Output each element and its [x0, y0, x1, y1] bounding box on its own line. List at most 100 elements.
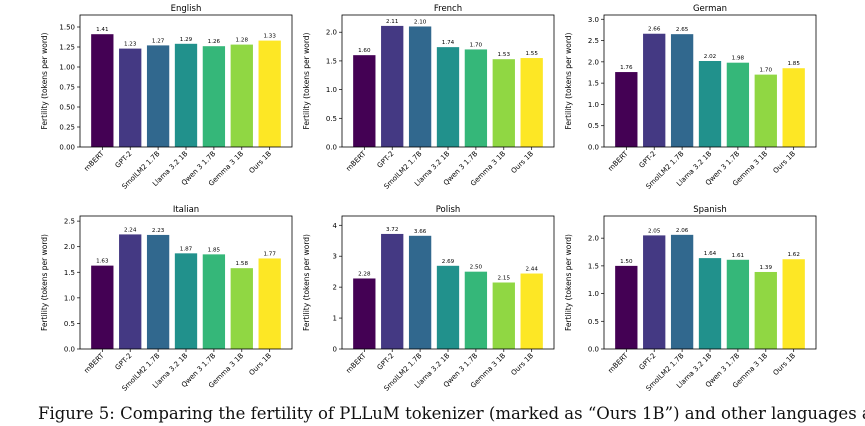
y-tick-label: 1.0	[588, 290, 599, 298]
y-tick-label: 1.0	[588, 101, 599, 109]
bar-value-label: 1.87	[180, 246, 193, 252]
axes-frame	[341, 14, 555, 148]
bar	[643, 235, 666, 349]
bar	[381, 25, 404, 147]
bar-value-label: 2.05	[648, 228, 661, 234]
y-tick-label: 1.5	[64, 269, 75, 277]
bar-value-label: 1.98	[732, 56, 745, 62]
bar-value-label: 1.70	[760, 68, 773, 74]
bar-value-label: 2.23	[152, 228, 165, 234]
bar-value-label: 2.10	[414, 19, 427, 25]
figure-caption: Figure 5: Comparing the fertility of PLL…	[38, 404, 865, 423]
y-tick-label: 2	[333, 284, 337, 292]
bar-value-label: 1.27	[152, 38, 165, 44]
bar	[520, 58, 543, 147]
bar-value-label: 1.77	[263, 251, 276, 257]
bar	[782, 259, 805, 349]
y-tick-label: 2.0	[588, 235, 599, 243]
bar-value-label: 1.62	[787, 252, 799, 258]
y-tick-label: 3.0	[588, 16, 599, 24]
bar-value-label: 1.50	[620, 259, 633, 265]
x-tick-label: Ours 1B	[248, 150, 274, 176]
axes-frame	[603, 215, 817, 350]
bar-value-label: 2.44	[525, 267, 538, 273]
chart-title: Polish	[436, 205, 461, 215]
y-axis-label: Fertility (tokens per word)	[302, 234, 311, 331]
bar-value-label: 3.66	[414, 229, 427, 235]
y-tick-label: 0.25	[59, 124, 75, 132]
bar	[353, 278, 376, 349]
bar-value-label: 1.74	[442, 40, 455, 46]
bar-value-label: 1.76	[620, 65, 633, 71]
bar	[726, 62, 750, 147]
bar	[408, 26, 432, 148]
bar-value-label: 2.15	[498, 276, 511, 282]
bar	[353, 55, 376, 147]
bar	[202, 254, 226, 349]
bar	[754, 74, 777, 147]
y-axis-label: Fertility (tokens per word)	[40, 32, 49, 129]
bar	[726, 259, 750, 349]
y-axis-label: Fertility (tokens per word)	[40, 234, 49, 331]
bar	[670, 34, 694, 148]
y-tick-label: 0.50	[59, 104, 75, 112]
bar-value-label: 2.24	[124, 227, 137, 233]
x-tick-label: GPT-2	[638, 352, 658, 372]
y-tick-label: 1.25	[59, 44, 75, 52]
axes-frame	[603, 14, 817, 148]
y-tick-label: 1.0	[64, 294, 75, 302]
bar-value-label: 1.70	[470, 42, 483, 48]
bar-value-label: 1.60	[358, 48, 371, 54]
y-tick-label: 2.5	[588, 37, 599, 45]
y-tick-label: 0.75	[59, 84, 75, 92]
bar	[202, 46, 226, 148]
x-tick-label: mBERT	[345, 149, 369, 173]
y-tick-label: 2.0	[588, 58, 599, 66]
bar	[408, 235, 432, 349]
bar	[670, 234, 694, 349]
y-tick-label: 2.0	[64, 243, 75, 251]
bar-value-label: 1.39	[760, 265, 773, 271]
axes-frame	[341, 215, 555, 350]
y-axis-label: Fertility (tokens per word)	[564, 32, 573, 129]
y-tick-label: 2.0	[326, 29, 337, 37]
y-tick-label: 1.0	[326, 86, 337, 94]
bar	[119, 234, 142, 349]
bar-value-label: 1.55	[525, 51, 538, 57]
bar-value-label: 1.58	[236, 261, 249, 267]
bar-value-label: 1.63	[96, 259, 109, 265]
bar-value-label: 1.28	[236, 38, 249, 44]
bar	[643, 33, 666, 147]
y-tick-label: 1.5	[588, 262, 599, 270]
y-tick-label: 0.5	[64, 320, 75, 328]
bar	[492, 59, 515, 148]
y-axis-label: Fertility (tokens per word)	[302, 32, 311, 129]
bar	[615, 72, 638, 147]
y-tick-label: 1	[333, 315, 337, 323]
chart-title: English	[171, 4, 202, 14]
bar-value-label: 2.50	[470, 265, 483, 271]
y-tick-label: 0.0	[588, 144, 599, 152]
chart-title: French	[434, 4, 462, 14]
bar	[119, 48, 142, 147]
bar	[258, 258, 281, 349]
bar	[381, 233, 404, 349]
x-tick-label: GPT-2	[114, 150, 134, 170]
bar	[91, 34, 114, 148]
y-tick-label: 0.0	[64, 346, 75, 354]
y-axis-label: Fertility (tokens per word)	[564, 234, 573, 331]
axes-frame	[79, 215, 293, 350]
bar	[230, 268, 253, 349]
bar	[146, 45, 170, 147]
bar	[174, 43, 198, 147]
bar-value-label: 2.65	[676, 27, 689, 33]
y-tick-label: 1.5	[326, 57, 337, 65]
x-tick-label: GPT-2	[376, 352, 396, 372]
